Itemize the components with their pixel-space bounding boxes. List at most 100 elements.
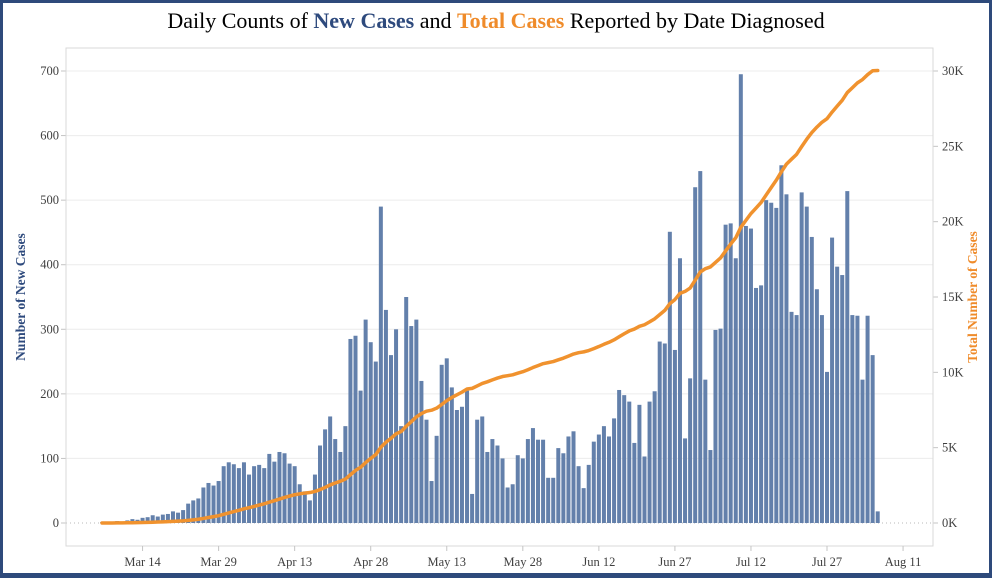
new-cases-bars (100, 74, 880, 524)
title-new-cases: New Cases (313, 8, 415, 33)
bar (754, 287, 759, 523)
bar (312, 474, 317, 523)
bar (536, 439, 541, 523)
bar (632, 442, 637, 523)
bar (647, 401, 652, 523)
x-tick-label: Mar 29 (200, 555, 236, 569)
bar (307, 500, 312, 523)
bar (236, 468, 241, 523)
bar (176, 512, 181, 523)
bar (667, 231, 672, 524)
right-tick-label: 0K (942, 516, 957, 530)
bar (581, 488, 586, 523)
x-tick-label: Jun 27 (658, 555, 691, 569)
bar (358, 390, 363, 523)
bar (525, 439, 530, 523)
x-tick-label: May 13 (427, 555, 466, 569)
bar (145, 517, 150, 523)
bar (505, 487, 510, 523)
left-tick-label: 600 (40, 129, 59, 143)
bar (845, 191, 850, 524)
x-tick-label: Jun 12 (582, 555, 615, 569)
bar (840, 275, 845, 523)
bar (764, 200, 769, 523)
right-axis-tick-labels: 0K 5K 10K 15K 20K 25K 30K (933, 64, 964, 530)
x-tick-label: Aug 11 (885, 555, 922, 569)
bar (394, 329, 399, 523)
bar (738, 74, 743, 523)
bar (662, 343, 667, 523)
bar (383, 309, 388, 523)
bar (586, 464, 591, 523)
bar (627, 401, 632, 523)
plot-border (65, 47, 934, 547)
bar (566, 436, 571, 523)
bar (434, 435, 439, 523)
bar (794, 315, 799, 523)
bar (475, 419, 480, 523)
bar (698, 171, 703, 524)
title-suffix: Reported by Date Diagnosed (564, 8, 825, 33)
bar (819, 315, 824, 523)
bar (424, 419, 429, 523)
bar (515, 455, 520, 523)
bar (835, 266, 840, 523)
bar (419, 380, 424, 523)
bar (221, 466, 226, 523)
bar (769, 202, 774, 523)
right-tick-label: 20K (942, 215, 964, 229)
left-tick-label: 400 (40, 258, 59, 272)
bar (328, 416, 333, 523)
bar (723, 224, 728, 523)
bar (444, 358, 449, 523)
bar (459, 406, 464, 523)
bar (601, 426, 606, 523)
bar (181, 510, 186, 523)
bar (642, 456, 647, 523)
bar (617, 389, 622, 523)
bar (302, 491, 307, 523)
bar (262, 468, 267, 523)
left-tick-label: 100 (40, 451, 59, 465)
bar (348, 338, 353, 523)
bar (637, 404, 642, 523)
bar (688, 378, 693, 523)
bar (784, 194, 789, 523)
bar (231, 464, 236, 523)
bar (591, 441, 596, 523)
bar (155, 516, 160, 523)
bar (530, 428, 535, 523)
x-tick-label: Jul 27 (812, 555, 842, 569)
bar (612, 418, 617, 523)
bar (748, 228, 753, 523)
bar (318, 445, 323, 523)
bar (454, 410, 459, 523)
bar (404, 297, 409, 523)
bar (713, 329, 718, 523)
left-tick-label: 300 (40, 322, 59, 336)
right-tick-label: 25K (942, 139, 964, 153)
bar (439, 364, 444, 523)
x-tick-label: Apr 28 (353, 555, 388, 569)
bar (708, 450, 713, 523)
bar (541, 439, 546, 523)
bar (206, 482, 211, 523)
bar (860, 379, 865, 523)
bar (170, 511, 175, 523)
bar (809, 236, 814, 523)
bar (140, 517, 145, 523)
bar (363, 319, 368, 523)
bar (480, 416, 485, 523)
x-axis-tick-labels: Mar 14 Mar 29 Apr 13 Apr 28 May 13 May 28 Jun … (124, 546, 921, 569)
bar (683, 438, 688, 523)
bar (804, 206, 809, 523)
left-tick-label: 200 (40, 387, 59, 401)
bar (399, 426, 404, 523)
bar (759, 285, 764, 523)
bar (546, 477, 551, 523)
bar (201, 487, 206, 523)
bar (490, 439, 495, 523)
bar (875, 511, 880, 523)
right-tick-label: 15K (942, 290, 964, 304)
